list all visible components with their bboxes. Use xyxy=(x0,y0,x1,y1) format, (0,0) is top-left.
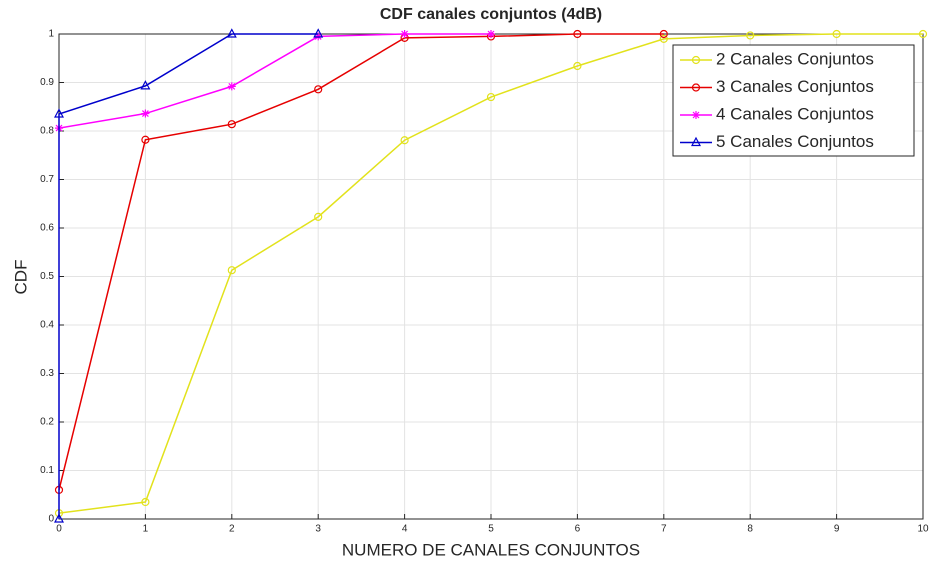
x-tick-label: 3 xyxy=(315,524,321,535)
y-tick-label: 0 xyxy=(48,514,54,525)
legend-label: 3 Canales Conjuntos xyxy=(716,77,874,96)
x-tick-label: 9 xyxy=(834,524,840,535)
marker xyxy=(141,497,150,507)
legend-label: 5 Canales Conjuntos xyxy=(716,132,874,151)
series-line xyxy=(58,33,664,491)
marker xyxy=(54,108,64,118)
y-tick-label: 0.6 xyxy=(40,223,54,234)
marker xyxy=(692,111,700,119)
marker xyxy=(54,513,64,523)
x-tick-label: 4 xyxy=(402,524,408,535)
marker xyxy=(400,30,409,38)
marker xyxy=(659,29,668,39)
marker xyxy=(918,29,928,39)
y-tick-label: 0.5 xyxy=(40,271,54,282)
x-tick-label: 6 xyxy=(575,524,581,535)
marker xyxy=(313,28,324,38)
x-tick-label: 0 xyxy=(56,524,62,535)
marker xyxy=(573,61,582,71)
y-axis-label: CDF xyxy=(11,260,30,295)
marker xyxy=(227,120,236,129)
marker xyxy=(140,80,151,90)
series-line xyxy=(58,33,923,514)
marker xyxy=(227,82,236,91)
marker xyxy=(314,212,323,221)
series-line xyxy=(58,33,491,129)
marker xyxy=(141,135,150,144)
y-tick-label: 0.4 xyxy=(40,320,54,331)
chart-title: CDF canales conjuntos (4dB) xyxy=(380,6,602,23)
x-axis-label: NUMERO DE CANALES CONJUNTOS xyxy=(342,540,640,559)
y-tick-label: 0.3 xyxy=(40,368,54,379)
marker xyxy=(314,85,323,94)
y-tick-label: 0.9 xyxy=(40,77,54,88)
y-tick-label: 0.2 xyxy=(40,417,54,428)
series-line xyxy=(58,33,319,519)
marker xyxy=(227,266,236,275)
legend-box xyxy=(672,44,915,157)
x-tick-label: 7 xyxy=(661,524,667,535)
marker xyxy=(832,29,841,39)
y-tick-label: 0.8 xyxy=(40,126,54,137)
x-tick-label: 10 xyxy=(917,524,929,535)
marker xyxy=(486,92,496,102)
marker xyxy=(400,136,409,145)
y-tick-label: 0.1 xyxy=(40,465,54,476)
marker xyxy=(141,109,150,118)
marker xyxy=(746,31,755,40)
x-tick-label: 5 xyxy=(488,524,494,535)
marker xyxy=(573,29,582,39)
legend: 2 Canales Conjuntos 3 Canales Conjuntos 4 … xyxy=(672,44,915,157)
y-tick-label: 0.7 xyxy=(40,174,54,185)
y-tick-label: 1 xyxy=(48,29,54,40)
marker xyxy=(691,136,701,147)
x-tick-label: 8 xyxy=(747,524,753,535)
marker xyxy=(691,55,701,65)
marker xyxy=(691,83,701,92)
legend-label: 2 Canales Conjuntos xyxy=(716,49,874,68)
x-tick-label: 2 xyxy=(229,524,235,535)
x-tick-label: 1 xyxy=(143,524,149,535)
marker xyxy=(487,30,495,38)
marker xyxy=(226,28,237,38)
legend-label: 4 Canales Conjuntos xyxy=(716,104,874,123)
marker xyxy=(659,34,668,43)
